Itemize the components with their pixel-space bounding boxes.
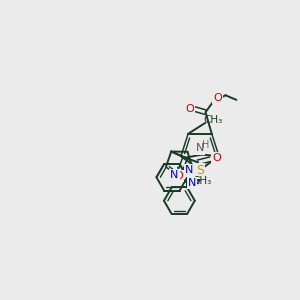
Text: N: N [196, 143, 204, 153]
Text: CH₃: CH₃ [193, 176, 212, 186]
Text: N: N [185, 166, 194, 176]
Text: O: O [214, 93, 222, 103]
Text: N: N [188, 178, 196, 188]
Text: H: H [202, 140, 210, 150]
Text: S: S [196, 164, 204, 177]
Text: O: O [212, 153, 221, 163]
Text: CH₃: CH₃ [203, 115, 222, 125]
Text: O: O [175, 171, 183, 181]
Text: O: O [185, 104, 194, 114]
Text: N: N [170, 170, 178, 180]
